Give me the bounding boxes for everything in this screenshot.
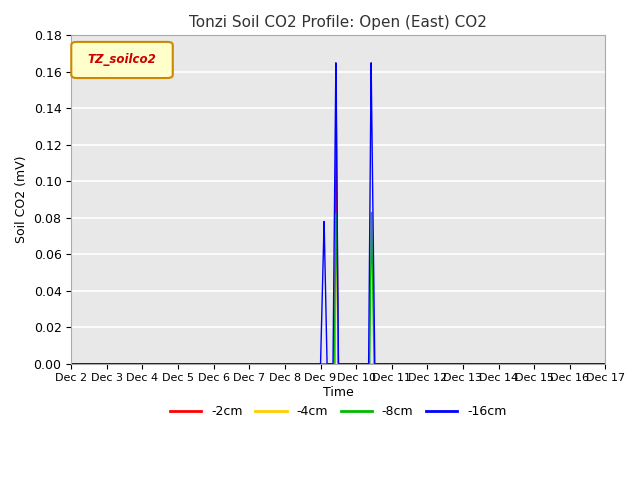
-4cm bbox=[133, 361, 141, 367]
-16cm bbox=[79, 361, 87, 367]
-2cm bbox=[576, 361, 584, 367]
Line: -8cm: -8cm bbox=[71, 213, 605, 364]
Text: TZ_soilco2: TZ_soilco2 bbox=[88, 53, 156, 66]
-2cm bbox=[332, 73, 340, 79]
-2cm bbox=[552, 361, 559, 367]
-16cm bbox=[576, 361, 584, 367]
-8cm bbox=[552, 361, 559, 367]
FancyBboxPatch shape bbox=[71, 42, 173, 78]
-16cm bbox=[552, 361, 559, 367]
-8cm bbox=[79, 361, 87, 367]
-16cm bbox=[349, 361, 356, 367]
-4cm bbox=[602, 361, 609, 367]
-16cm bbox=[408, 361, 415, 367]
-2cm bbox=[79, 361, 87, 367]
-4cm bbox=[576, 361, 584, 367]
-4cm bbox=[67, 361, 75, 367]
-8cm bbox=[408, 361, 415, 367]
-8cm bbox=[67, 361, 75, 367]
-4cm bbox=[332, 212, 340, 217]
-4cm bbox=[349, 361, 356, 367]
Title: Tonzi Soil CO2 Profile: Open (East) CO2: Tonzi Soil CO2 Profile: Open (East) CO2 bbox=[189, 15, 487, 30]
-4cm bbox=[408, 361, 415, 367]
Line: -4cm: -4cm bbox=[71, 215, 605, 364]
Line: -16cm: -16cm bbox=[71, 63, 605, 364]
-8cm bbox=[349, 361, 356, 367]
-2cm bbox=[133, 361, 141, 367]
Y-axis label: Soil CO2 (mV): Soil CO2 (mV) bbox=[15, 156, 28, 243]
-4cm bbox=[79, 361, 87, 367]
Legend: -2cm, -4cm, -8cm, -16cm: -2cm, -4cm, -8cm, -16cm bbox=[165, 400, 511, 423]
Line: -2cm: -2cm bbox=[71, 76, 605, 364]
-2cm bbox=[408, 361, 415, 367]
-8cm bbox=[133, 361, 141, 367]
-16cm bbox=[67, 361, 75, 367]
X-axis label: Time: Time bbox=[323, 386, 354, 399]
-16cm bbox=[367, 60, 375, 66]
-8cm bbox=[602, 361, 609, 367]
-8cm bbox=[576, 361, 584, 367]
-16cm bbox=[602, 361, 609, 367]
-2cm bbox=[349, 361, 356, 367]
-2cm bbox=[67, 361, 75, 367]
-2cm bbox=[602, 361, 609, 367]
-16cm bbox=[133, 361, 141, 367]
-4cm bbox=[552, 361, 559, 367]
-8cm bbox=[367, 210, 375, 216]
